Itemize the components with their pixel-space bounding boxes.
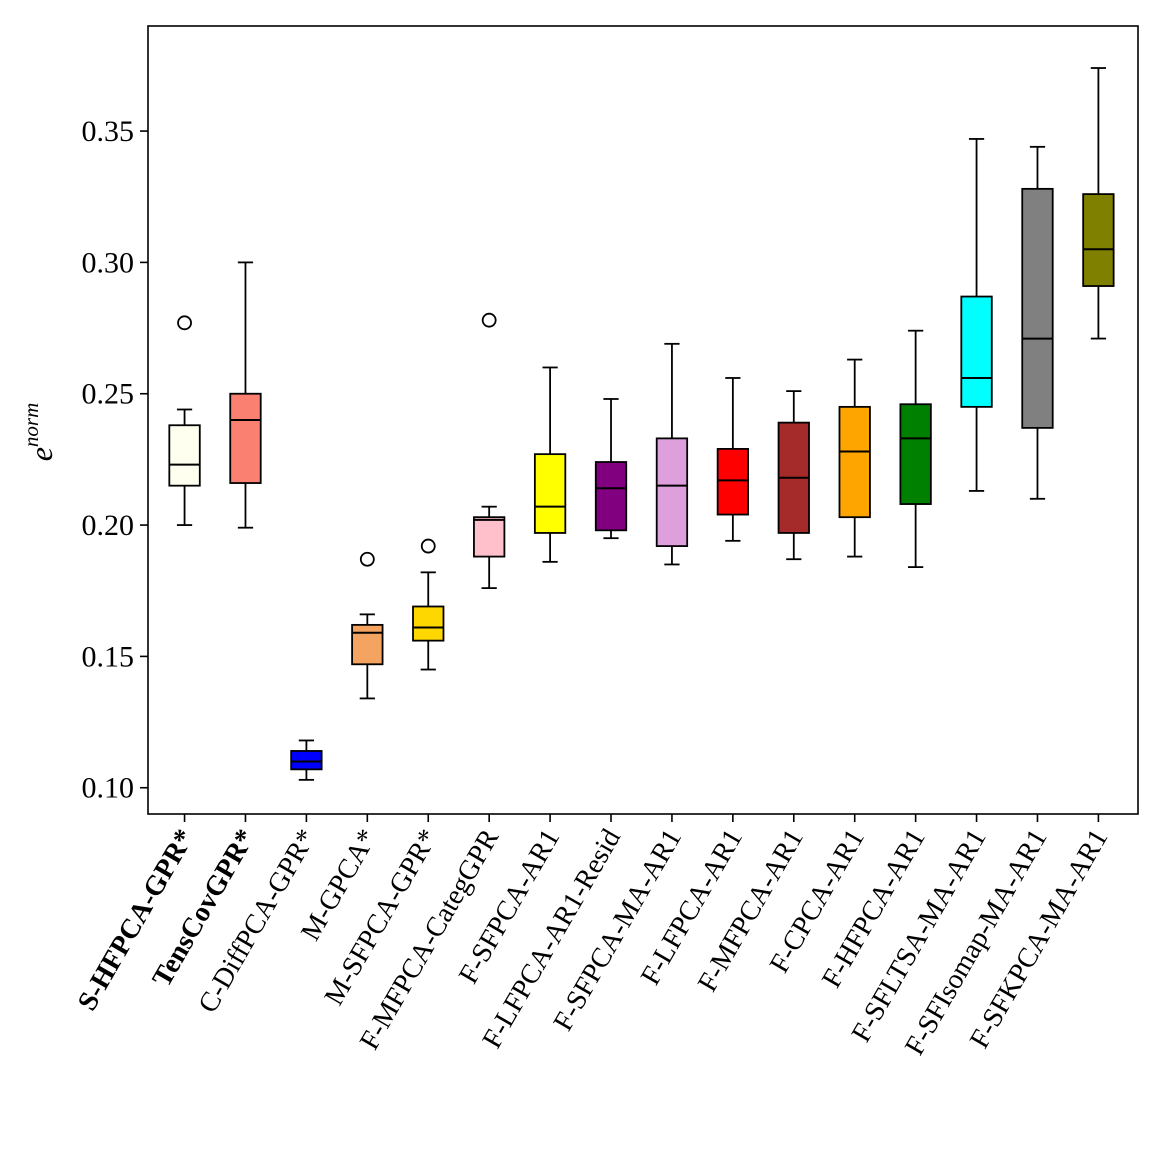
box-group xyxy=(899,329,932,568)
y-tick-label: 0.35 xyxy=(82,115,135,148)
box xyxy=(168,424,201,487)
box-group xyxy=(168,315,201,526)
box xyxy=(838,405,871,519)
box-group xyxy=(533,366,567,563)
y-axis-label-main: e xyxy=(23,447,59,461)
box xyxy=(229,392,262,484)
boxes-layer xyxy=(168,67,1115,781)
box xyxy=(1021,187,1054,429)
box xyxy=(473,516,506,558)
y-tick-label: 0.25 xyxy=(82,378,135,411)
box-group xyxy=(838,358,871,558)
y-axis-label-superscript: norm xyxy=(19,403,43,447)
y-tick-label: 0.10 xyxy=(82,772,135,805)
outlier-point xyxy=(481,312,497,328)
box xyxy=(899,403,932,505)
y-axis-label: enorm xyxy=(19,403,59,462)
outlier-point xyxy=(177,315,192,331)
box xyxy=(1082,193,1115,287)
box xyxy=(290,750,323,771)
outlier-point xyxy=(359,551,375,567)
box xyxy=(960,295,993,408)
box xyxy=(533,453,567,534)
box-group xyxy=(716,377,749,542)
box xyxy=(716,447,749,516)
x-axis: S-HFPCA-GPR*TensCovGPR*C-DiffPCA-GPR*M-G… xyxy=(72,814,1114,1060)
box-group xyxy=(412,538,445,671)
box-group xyxy=(1082,67,1115,340)
outlier-point xyxy=(420,538,436,554)
box-group xyxy=(1021,145,1054,500)
box xyxy=(594,461,628,532)
box-group xyxy=(655,342,689,566)
box-group xyxy=(351,551,384,700)
box-group xyxy=(473,312,506,590)
box xyxy=(655,437,689,547)
box-group xyxy=(960,138,993,492)
box-group xyxy=(594,398,628,540)
plot-frame xyxy=(147,25,1139,815)
box xyxy=(412,605,445,642)
box-group xyxy=(290,739,323,781)
box xyxy=(351,623,384,666)
y-tick-label: 0.15 xyxy=(82,640,135,673)
y-tick-label: 0.30 xyxy=(82,246,135,279)
y-tick-label: 0.20 xyxy=(82,509,135,542)
box-group xyxy=(777,390,810,561)
y-axis: 0.10 0.15 0.20 0.25 0.30 0.35 xyxy=(82,115,148,805)
box-group xyxy=(229,261,262,529)
